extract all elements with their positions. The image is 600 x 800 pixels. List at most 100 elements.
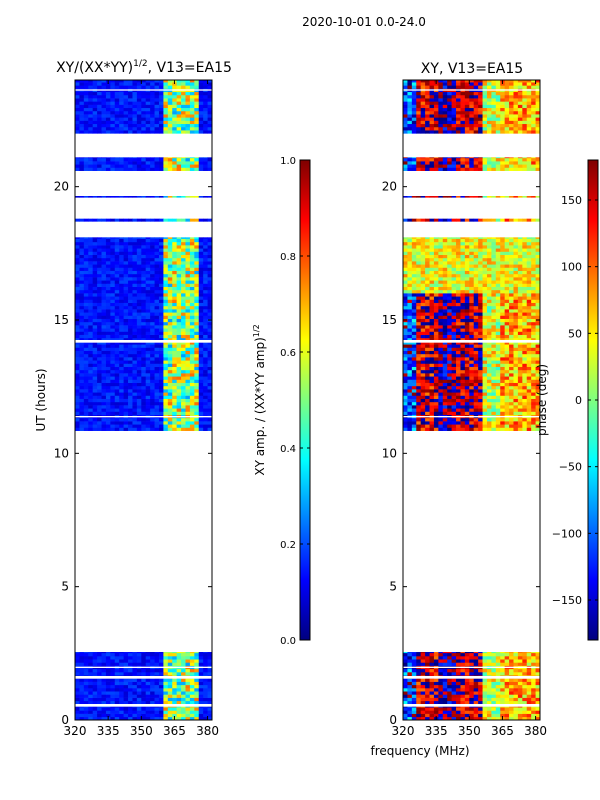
heatmap-cell xyxy=(136,309,142,313)
heatmap-cell xyxy=(517,408,523,412)
heatmap-cell xyxy=(97,91,102,96)
heatmap-cell xyxy=(145,350,151,355)
heatmap-cell xyxy=(176,411,182,415)
heatmap-cell xyxy=(163,293,169,297)
heatmap-cell xyxy=(158,196,164,198)
heatmap-cell xyxy=(119,373,125,377)
heatmap-cell xyxy=(128,286,133,291)
heatmap-cell xyxy=(75,684,80,689)
heatmap-cell xyxy=(531,353,536,358)
heatmap-cell xyxy=(189,694,195,698)
heatmap-cell xyxy=(176,408,182,412)
heatmap-cell xyxy=(123,312,129,316)
heatmap-cell xyxy=(75,350,80,355)
heatmap-cell xyxy=(442,672,448,676)
heatmap-cell xyxy=(407,691,413,695)
heatmap-cell xyxy=(154,261,160,265)
heatmap-cell xyxy=(110,697,116,702)
heatmap-cell xyxy=(88,164,94,168)
heatmap-cell xyxy=(150,101,155,105)
heatmap-cell xyxy=(141,117,147,121)
heatmap-cell xyxy=(181,424,186,428)
heatmap-cell xyxy=(119,312,125,316)
heatmap-cell xyxy=(105,280,111,284)
heatmap-cell xyxy=(163,315,169,319)
heatmap-cell xyxy=(75,405,80,409)
heatmap-cell xyxy=(189,656,195,660)
heatmap-cell xyxy=(185,270,191,275)
heatmap-cell xyxy=(88,117,94,121)
heatmap-cell xyxy=(207,251,213,255)
heatmap-cell xyxy=(411,700,417,705)
heatmap-cell xyxy=(194,662,200,666)
heatmap-cell xyxy=(97,312,102,316)
heatmap-cell xyxy=(79,309,85,313)
heatmap-cell xyxy=(141,264,147,268)
heatmap-cell xyxy=(163,652,169,654)
heatmap-cell xyxy=(101,251,107,255)
heatmap-cell xyxy=(504,684,510,689)
heatmap-cell xyxy=(198,417,204,422)
heatmap-cell xyxy=(425,652,430,654)
heatmap-cell xyxy=(101,130,107,134)
heatmap-cell xyxy=(128,114,133,118)
heatmap-cell xyxy=(172,662,178,666)
heatmap-cell xyxy=(172,264,178,268)
heatmap-cell xyxy=(158,678,164,682)
heatmap-cell xyxy=(163,401,169,406)
heatmap-cell xyxy=(150,305,155,310)
heatmap-cell xyxy=(207,334,213,339)
heatmap-cell xyxy=(207,684,213,689)
heatmap-cell xyxy=(88,80,94,83)
heatmap-cell xyxy=(123,123,129,128)
heatmap-cell xyxy=(469,373,475,377)
heatmap-cell xyxy=(509,401,514,406)
heatmap-cell xyxy=(495,668,501,673)
heatmap-cell xyxy=(123,85,129,89)
heatmap-cell xyxy=(198,710,204,714)
heatmap-cell xyxy=(163,245,169,249)
heatmap-cell xyxy=(145,98,151,102)
left-title-suffix: , V13=EA15 xyxy=(148,60,232,76)
heatmap-cell xyxy=(513,684,519,689)
heatmap-cell xyxy=(110,668,116,673)
heatmap-cell xyxy=(132,238,138,243)
heatmap-cell xyxy=(110,325,116,329)
heatmap-cell xyxy=(198,157,204,162)
heatmap-cell xyxy=(460,411,466,415)
heatmap-cell xyxy=(522,421,528,425)
heatmap-cell xyxy=(92,334,98,339)
heatmap-cell xyxy=(114,392,120,396)
heatmap-cell xyxy=(504,424,510,428)
heatmap-cell xyxy=(141,254,147,259)
heatmap-cell xyxy=(194,707,200,711)
heatmap-cell xyxy=(172,273,178,278)
heatmap-cell xyxy=(101,710,107,714)
heatmap-cell xyxy=(150,427,155,431)
heatmap-cell xyxy=(189,289,195,294)
heatmap-cell xyxy=(203,684,208,689)
heatmap-cell xyxy=(442,652,448,657)
heatmap-cell xyxy=(105,254,111,259)
heatmap-row xyxy=(403,389,541,393)
heatmap-cell xyxy=(513,405,519,409)
heatmap-cell xyxy=(203,157,208,159)
heatmap-cell xyxy=(447,652,453,657)
heatmap-cell xyxy=(123,424,129,428)
heatmap-cell xyxy=(110,318,116,323)
heatmap-cell xyxy=(167,363,173,367)
heatmap-cell xyxy=(163,369,169,374)
heatmap-cell xyxy=(167,120,173,125)
heatmap-cell xyxy=(207,157,213,162)
heatmap-cell xyxy=(79,167,85,171)
heatmap-cell xyxy=(513,427,519,431)
heatmap-cell xyxy=(185,710,191,714)
heatmap-cell xyxy=(403,385,408,390)
heatmap-cell xyxy=(154,337,160,342)
heatmap-cell xyxy=(163,341,169,345)
heatmap-cell xyxy=(433,424,439,428)
heatmap-cell xyxy=(128,267,133,271)
heatmap-cell xyxy=(407,424,413,428)
heatmap-cell xyxy=(123,652,129,657)
heatmap-cell xyxy=(509,373,514,377)
